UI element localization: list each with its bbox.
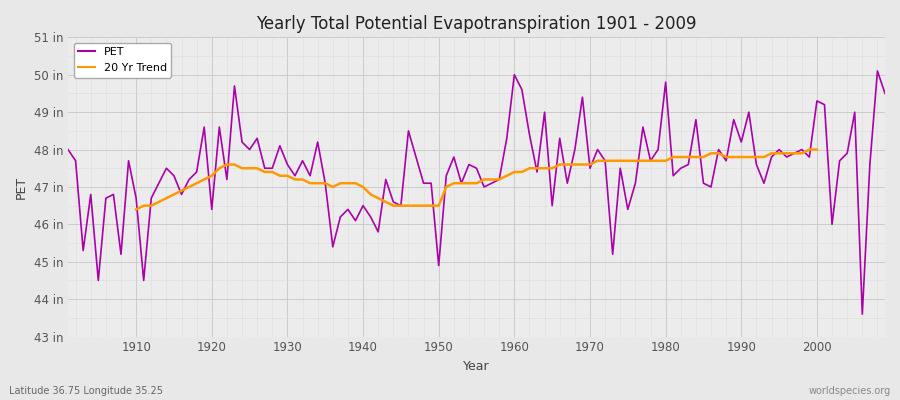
Text: Latitude 36.75 Longitude 35.25: Latitude 36.75 Longitude 35.25: [9, 386, 163, 396]
Legend: PET, 20 Yr Trend: PET, 20 Yr Trend: [74, 43, 171, 78]
Text: worldspecies.org: worldspecies.org: [809, 386, 891, 396]
Y-axis label: PET: PET: [15, 175, 28, 198]
Title: Yearly Total Potential Evapotranspiration 1901 - 2009: Yearly Total Potential Evapotranspiratio…: [256, 15, 697, 33]
X-axis label: Year: Year: [464, 360, 490, 373]
